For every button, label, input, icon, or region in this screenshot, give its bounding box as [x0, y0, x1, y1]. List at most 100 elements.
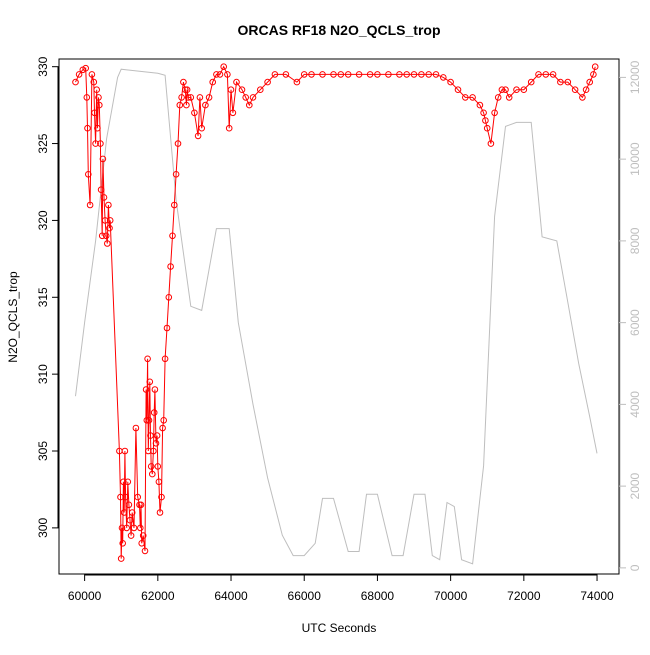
altitude-line: [75, 68, 598, 565]
n2o-point: [366, 71, 374, 78]
n2o-point: [225, 124, 233, 132]
n2o-point: [535, 71, 542, 78]
n2o-point: [150, 447, 157, 455]
n2o-point: [432, 71, 440, 78]
n2o-point: [440, 74, 447, 81]
n2o-point: [121, 447, 129, 455]
n2o-point: [83, 94, 91, 101]
n2o-point: [180, 78, 187, 86]
n2o-point: [469, 94, 476, 101]
y2-tick-label: 6000: [628, 309, 642, 336]
y2-tick-label: 4000: [628, 391, 642, 418]
n2o-point: [118, 524, 126, 532]
n2o-point: [591, 63, 599, 70]
n2o-point: [156, 509, 164, 516]
n2o-point: [104, 240, 111, 247]
n2o-point: [98, 232, 106, 240]
n2o-point: [106, 224, 113, 232]
x-tick-label: 64000: [214, 589, 248, 603]
n2o-point: [147, 463, 155, 470]
n2o-point: [482, 117, 489, 124]
n2o-point: [82, 64, 89, 72]
n2o-point: [128, 509, 136, 516]
n2o-point: [75, 71, 83, 78]
n2o-point: [90, 78, 98, 86]
n2o-point: [246, 101, 253, 109]
n2o-point: [487, 140, 495, 147]
n2o-point: [205, 94, 213, 101]
x-tick-label: 62000: [141, 589, 175, 603]
n2o-point: [106, 217, 114, 224]
n2o-point: [498, 86, 506, 93]
n2o-point: [483, 124, 491, 132]
n2o-point: [155, 478, 163, 486]
chart-title: ORCAS RF18 N2O_QCLS_trop: [237, 22, 440, 38]
x-tick-label: 66000: [288, 589, 322, 603]
x-axis-label: UTC Seconds: [302, 621, 377, 635]
y-tick-label: 330: [36, 56, 50, 76]
n2o-point: [557, 78, 564, 86]
n2o-point: [187, 94, 195, 101]
n2o-series: [72, 63, 599, 562]
n2o-point: [564, 78, 572, 86]
n2o-point: [209, 78, 216, 86]
n2o-point: [198, 124, 205, 132]
n2o-point: [527, 78, 535, 86]
n2o-point: [88, 71, 96, 78]
n2o-point: [183, 101, 190, 109]
n2o-point: [425, 71, 433, 78]
n2o-point: [120, 478, 127, 486]
n2o-point: [410, 71, 418, 78]
y-axis-label: N2O_QCLS_trop: [6, 271, 20, 363]
n2o-point: [549, 71, 557, 78]
n2o-point: [147, 432, 154, 439]
x-tick-label: 60000: [68, 589, 102, 603]
n2o-point: [97, 186, 105, 193]
n2o-point: [145, 417, 153, 424]
n2o-point: [494, 94, 502, 101]
n2o-point: [176, 101, 184, 109]
n2o-point: [480, 109, 487, 117]
n2o-point: [257, 86, 264, 93]
n2o-point: [150, 409, 158, 416]
n2o-point: [293, 78, 301, 86]
n2o-point: [571, 86, 579, 93]
n2o-point: [152, 440, 160, 447]
n2o-point: [145, 447, 152, 455]
y-axis-left: 300 305 310 315 320 325 330: [36, 56, 59, 538]
y2-tick-label: 12000: [628, 60, 642, 94]
n2o-point: [137, 501, 145, 509]
n2o-point: [183, 86, 191, 93]
n2o-point: [167, 263, 174, 270]
n2o-point: [213, 71, 220, 78]
n2o-point: [165, 294, 173, 301]
n2o-point: [120, 509, 128, 516]
n2o-point: [137, 524, 144, 532]
n2o-point: [127, 532, 135, 539]
n2o-point: [132, 424, 140, 432]
n2o-point: [85, 171, 92, 178]
y-tick-label: 315: [36, 287, 50, 307]
n2o-point: [125, 501, 133, 509]
n2o-point: [220, 63, 227, 70]
n2o-point: [169, 232, 176, 240]
y-tick-label: 325: [36, 133, 50, 153]
n2o-point: [300, 71, 308, 78]
n2o-point: [229, 109, 237, 117]
n2o-point: [396, 71, 403, 78]
x-axis: 60000 62000 64000 66000 68000 70000 72000 74000: [68, 574, 614, 603]
y-tick-label: 300: [36, 518, 50, 538]
x-tick-label: 72000: [507, 589, 541, 603]
n2o-point: [159, 424, 166, 432]
n2o-point: [124, 478, 132, 486]
y2-tick-label: 2000: [628, 472, 642, 499]
n2o-point: [502, 86, 509, 93]
n2o-point: [505, 94, 513, 101]
n2o-point: [337, 71, 345, 78]
n2o-point: [191, 109, 198, 117]
n2o-point: [92, 140, 99, 147]
n2o-point: [102, 232, 110, 240]
y2-tick-label: 10000: [628, 142, 642, 176]
n2o-point: [126, 516, 134, 524]
